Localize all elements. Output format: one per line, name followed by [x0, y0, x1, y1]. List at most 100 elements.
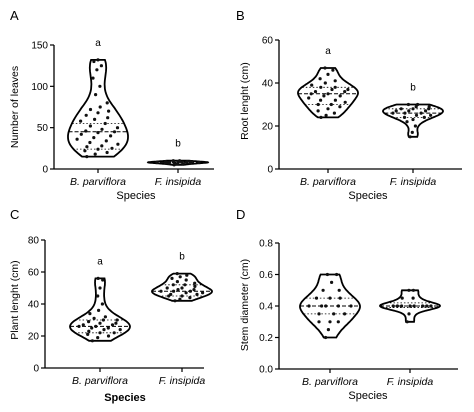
data-point — [112, 130, 117, 134]
data-point — [107, 109, 111, 113]
data-point — [343, 90, 347, 94]
data-point — [410, 130, 414, 134]
data-point — [402, 115, 407, 119]
significance-letter: a — [97, 256, 103, 267]
data-point — [184, 278, 188, 282]
data-point — [103, 315, 107, 319]
data-point — [178, 159, 182, 163]
data-point — [323, 66, 327, 70]
y-tick-label: 20 — [28, 332, 40, 343]
data-point — [399, 107, 403, 111]
panel-letter: C — [10, 207, 19, 222]
x-axis-title: Species — [348, 390, 388, 402]
y-tick-label: 100 — [31, 82, 48, 93]
data-point — [323, 81, 327, 85]
data-point — [316, 102, 320, 107]
data-point — [429, 304, 433, 308]
data-point — [183, 283, 187, 287]
data-point — [79, 132, 83, 136]
data-point — [178, 297, 182, 301]
data-point — [407, 312, 411, 316]
data-point — [333, 98, 337, 102]
data-point — [115, 126, 120, 130]
data-point — [405, 120, 409, 124]
panel-b: B 0 20 40 60 Root lenght (cm) Species B. parvif… — [236, 8, 462, 202]
data-point — [169, 292, 173, 296]
data-point — [416, 102, 420, 107]
data-point — [92, 316, 96, 320]
y-axis-title: Plant lenght (cm) — [9, 260, 21, 339]
data-point — [337, 288, 341, 292]
panel-letter: D — [236, 207, 245, 222]
panel-a: A 0 50 100 150 Number of leaves Species B. parv… — [9, 8, 214, 202]
data-point — [319, 98, 323, 102]
data-point — [106, 326, 110, 330]
data-point — [118, 328, 122, 332]
data-point — [87, 320, 91, 324]
data-point — [427, 105, 431, 109]
panel-c: C 0 20 40 60 80 Plant lenght (cm) Species B. par… — [9, 207, 213, 404]
data-point — [408, 304, 412, 308]
data-point — [336, 320, 340, 324]
data-point — [324, 304, 328, 308]
data-point — [403, 111, 407, 115]
data-point — [184, 291, 188, 295]
data-point — [95, 68, 99, 72]
data-point — [321, 288, 325, 292]
data-point — [77, 324, 81, 328]
x-tick-label: F. insipida — [155, 176, 202, 188]
x-axis-title: Species — [104, 392, 146, 404]
data-point — [330, 280, 334, 284]
data-point — [114, 321, 118, 325]
y-tick-label: 0 — [42, 165, 48, 176]
data-point — [349, 304, 353, 308]
data-point — [400, 296, 404, 300]
data-point — [86, 332, 90, 336]
data-point — [84, 129, 88, 133]
violin-body — [67, 59, 129, 158]
data-point — [98, 105, 102, 109]
data-point — [90, 339, 94, 343]
data-point — [99, 64, 103, 68]
data-point — [84, 113, 88, 117]
data-point — [325, 272, 329, 277]
data-point — [163, 160, 168, 164]
data-point — [185, 160, 189, 164]
data-point — [333, 85, 337, 89]
data-point — [201, 291, 205, 295]
data-point — [112, 331, 116, 335]
data-point — [407, 109, 411, 113]
panel-letter: A — [10, 8, 19, 23]
data-point — [326, 107, 330, 111]
data-point — [88, 140, 92, 145]
data-point — [309, 92, 313, 96]
y-tick-label: 60 — [28, 268, 40, 279]
data-point — [98, 321, 102, 325]
data-point — [75, 137, 79, 141]
data-point — [103, 121, 107, 126]
data-point — [93, 152, 97, 156]
data-point — [96, 294, 100, 298]
data-point — [332, 111, 336, 115]
data-point — [101, 278, 105, 282]
data-point — [421, 304, 425, 308]
data-point — [115, 318, 119, 322]
data-point — [333, 79, 337, 83]
data-point — [116, 142, 120, 146]
data-point — [197, 160, 201, 164]
data-point — [326, 328, 330, 332]
panel-d: D 0.0 0.2 0.4 0.6 0.8 Stem diameter (cm) Specie… — [236, 207, 458, 402]
data-point — [412, 304, 416, 308]
data-point — [413, 124, 417, 128]
data-point — [314, 296, 319, 300]
data-point — [176, 288, 180, 292]
data-point — [83, 149, 87, 153]
data-point — [411, 296, 415, 300]
panel-letter: B — [236, 8, 245, 23]
data-point — [96, 131, 100, 135]
y-tick-label: 0 — [267, 165, 273, 176]
significance-letter: a — [325, 46, 331, 57]
data-point — [100, 127, 104, 131]
data-point — [411, 288, 415, 292]
data-point — [96, 336, 100, 340]
